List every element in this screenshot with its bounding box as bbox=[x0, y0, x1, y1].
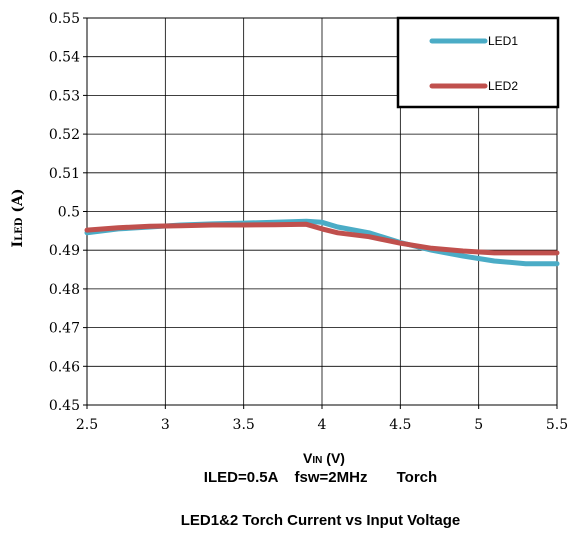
x-axis-label-sub: IN bbox=[312, 455, 322, 466]
x-tick-label: 3.5 bbox=[233, 417, 255, 433]
x-tick-label: 2.5 bbox=[76, 417, 98, 433]
y-tick-label: 0.47 bbox=[49, 321, 80, 337]
y-tick-label: 0.52 bbox=[49, 127, 80, 143]
y-tick-label: 0.45 bbox=[49, 398, 80, 414]
y-tick-label: 0.48 bbox=[49, 282, 80, 298]
legend-label-led1: LED1 bbox=[488, 34, 518, 48]
x-tick-label: 5.5 bbox=[546, 417, 568, 433]
x-tick-label: 4 bbox=[318, 417, 327, 433]
y-tick-label: 0.54 bbox=[49, 50, 80, 66]
y-axis-label-unit: (A) bbox=[10, 189, 26, 218]
y-tick-label: 0.46 bbox=[49, 359, 80, 375]
series-line-led2 bbox=[84, 221, 560, 256]
axis-ticks: 0.45 0.46 0.47 0.48 0.49 0.5 0.51 0.52 0.53 0.54 0… bbox=[49, 11, 568, 433]
x-tick-label: 5 bbox=[474, 417, 483, 433]
y-tick-label: 0.53 bbox=[49, 88, 80, 104]
legend-box bbox=[396, 16, 560, 109]
chart-title: LED1&2 Torch Current vs Input Voltage bbox=[180, 512, 461, 529]
x-axis-label: VIN (V) bbox=[303, 450, 345, 466]
x-axis-label-main: V bbox=[303, 450, 313, 466]
y-tick-label: 0.49 bbox=[49, 243, 80, 259]
x-tick-label: 4.5 bbox=[389, 417, 411, 433]
legend: LED1 LED2 bbox=[396, 16, 560, 109]
y-tick-label: 0.51 bbox=[49, 166, 80, 182]
chart-subtitle: ILED=0.5A fsw=2MHz Torch bbox=[203, 469, 438, 486]
legend-label-led2: LED2 bbox=[488, 79, 518, 93]
y-tick-label: 0.5 bbox=[58, 205, 80, 221]
x-tick-label: 3 bbox=[161, 417, 170, 433]
plot-area bbox=[86, 17, 558, 406]
y-axis-label-sub: LED bbox=[14, 217, 25, 241]
series-lines bbox=[84, 218, 560, 267]
y-axis-label: ILED (A) bbox=[10, 189, 26, 248]
y-tick-label: 0.55 bbox=[49, 11, 80, 27]
x-axis-label-unit: (V) bbox=[322, 450, 345, 466]
y-axis-label-main: I bbox=[10, 241, 26, 248]
